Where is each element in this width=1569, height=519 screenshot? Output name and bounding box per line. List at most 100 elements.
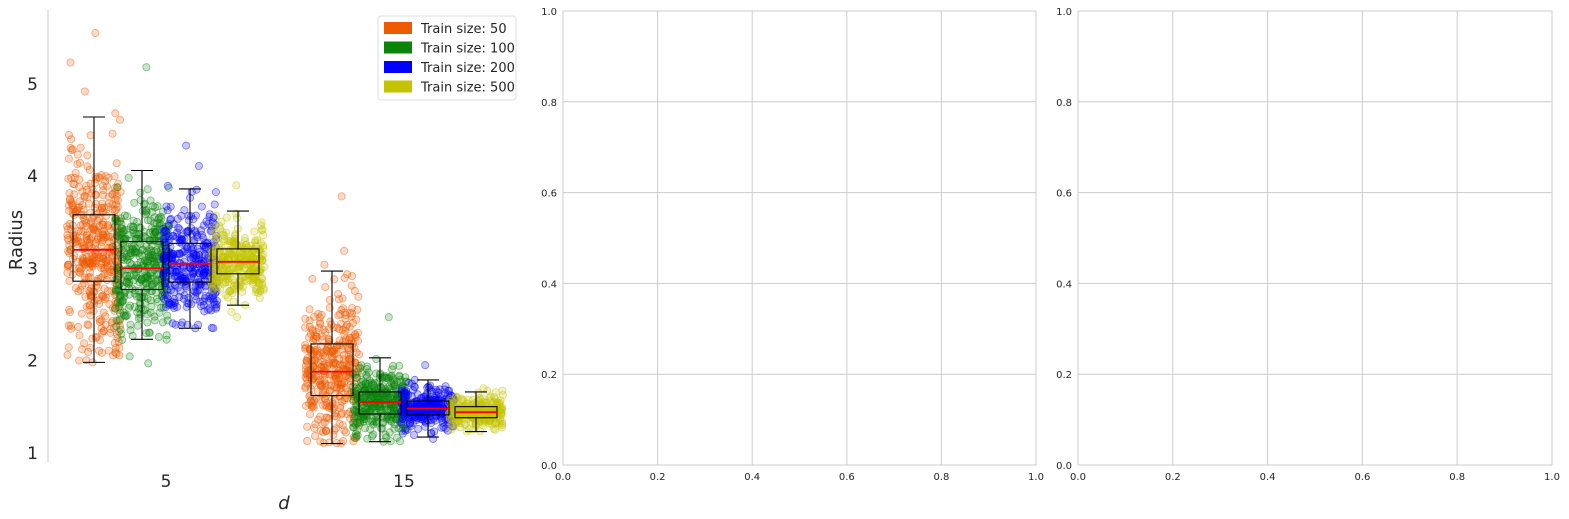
data-point [176,287,185,296]
y-tick-label: 0.8 [541,98,557,109]
data-point [80,87,89,96]
data-point [86,219,95,228]
data-point [76,143,85,152]
data-point [164,254,173,263]
data-point [160,273,169,282]
legend-swatch [384,41,412,54]
data-point [319,428,328,437]
data-point [334,289,343,298]
x-tick-label: 0.8 [1449,472,1465,483]
data-point [227,250,236,259]
data-point [397,418,406,427]
data-point [238,287,247,296]
x-tick-label: 0.2 [650,472,666,483]
data-point [150,260,159,269]
data-point [212,211,221,220]
data-point [306,330,315,339]
legend-label: Train size: 100 [420,42,515,57]
data-point [301,314,310,323]
y-tick-label: 0.8 [1056,98,1072,109]
data-point [209,295,218,304]
data-point [305,305,314,314]
data-point [76,285,85,294]
data-point [366,425,375,434]
data-point [93,277,102,286]
data-point [143,318,152,327]
data-point [97,259,106,268]
data-point [86,292,95,301]
data-point [65,241,74,250]
data-point [134,314,143,323]
data-point [64,260,73,269]
data-point [104,192,113,201]
data-point [395,372,404,381]
data-point [142,63,151,72]
data-point [78,345,87,354]
data-point [154,215,163,224]
data-point [124,252,133,261]
data-point [329,347,338,356]
data-point [324,334,333,343]
data-point [86,217,95,226]
data-point [341,428,350,437]
data-point [143,216,152,225]
data-point [166,202,175,211]
data-point [249,273,258,282]
data-point [200,267,209,276]
data-point [251,238,260,247]
data-point [125,352,134,361]
data-point [76,269,85,278]
data-point [139,259,148,268]
data-point [188,268,197,277]
data-point [327,355,336,364]
data-point [162,335,171,344]
x-axis-label: d [278,493,290,514]
data-point [65,130,74,139]
data-point [87,233,96,242]
data-point [372,418,381,427]
data-point [305,410,314,419]
data-point [64,201,73,210]
data-point [153,202,162,211]
data-point [183,249,192,258]
data-point [144,249,153,258]
data-point [329,430,338,439]
data-point [194,161,203,170]
data-point [86,343,95,352]
data-point [67,135,76,144]
data-point [118,335,127,344]
data-point [114,303,123,312]
legend-label: Train size: 200 [420,61,515,76]
data-point [123,212,132,221]
data-point [129,216,138,225]
data-point [65,305,74,314]
data-point [112,191,121,200]
data-point [410,382,419,391]
data-point [126,301,135,310]
data-point [128,222,137,231]
data-point [63,225,72,234]
data-point [211,188,220,197]
data-point [103,271,112,280]
data-point [143,185,152,194]
data-point [310,312,319,321]
data-point [398,429,407,438]
data-point [82,181,91,190]
data-point [67,324,76,333]
data-point [314,309,323,318]
data-point [64,174,73,183]
data-point [75,356,84,365]
jitter-points-layer [63,29,507,448]
data-point [347,304,356,313]
data-point [87,189,96,198]
y-tick-label: 1.0 [1056,7,1072,18]
y-tick-label: 0.6 [541,189,557,200]
data-point [341,335,350,344]
data-point [85,165,94,174]
y-tick-label: 1 [27,444,38,464]
data-point [331,389,340,398]
data-point [165,281,174,290]
data-point [364,416,373,425]
data-point [338,325,347,334]
